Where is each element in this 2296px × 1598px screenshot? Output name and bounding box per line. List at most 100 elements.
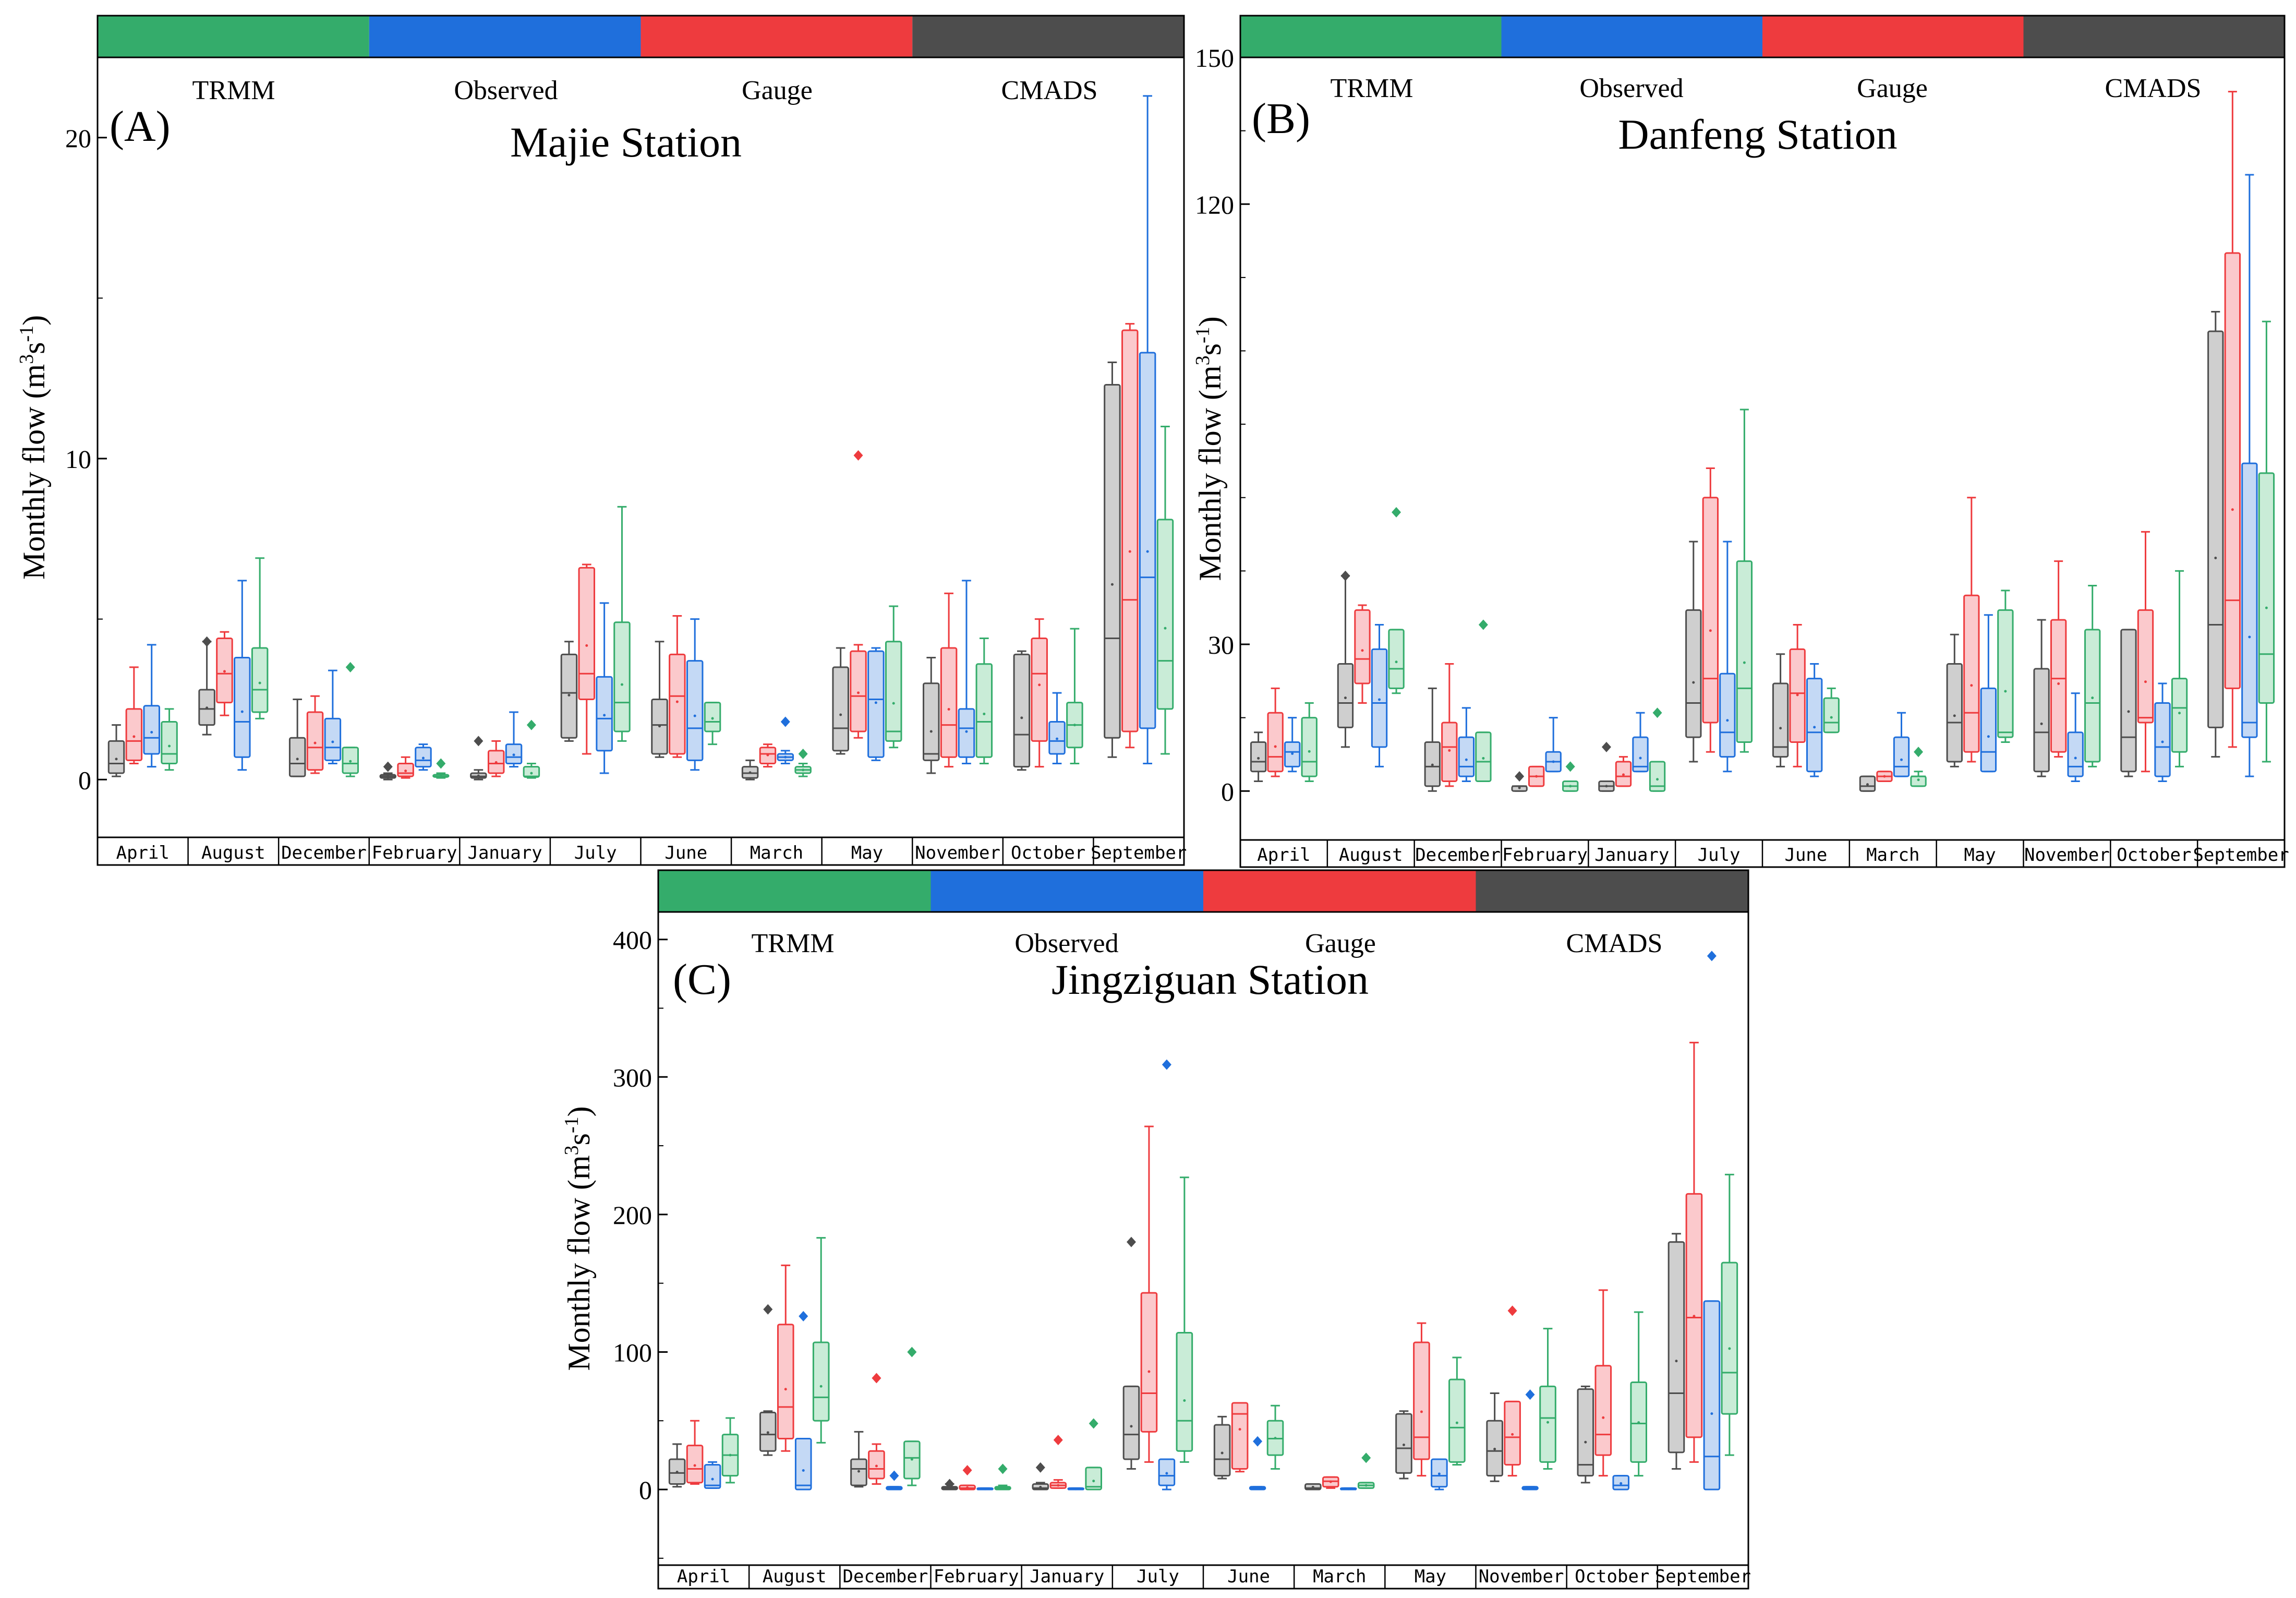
- box-january-observed: [505, 711, 523, 768]
- box-iqr: [669, 653, 686, 755]
- box-iqr: [850, 650, 867, 732]
- box-mean: [349, 760, 352, 763]
- box-mean: [477, 774, 480, 777]
- box-mean: [1552, 760, 1555, 763]
- box-iqr: [1702, 497, 1719, 724]
- box-november-trmm: [2084, 585, 2101, 767]
- legend-swatch-cmads: [1476, 870, 1748, 912]
- box-august-gauge: [216, 631, 233, 716]
- box-mean: [1535, 775, 1538, 778]
- legend-swatch-cmads: [912, 16, 1184, 57]
- y-tick-label: 20: [65, 124, 91, 153]
- box-june-observed: [1806, 663, 1823, 777]
- box-iqr: [1031, 638, 1048, 742]
- legend-swatch-observed: [369, 16, 641, 57]
- box-mean: [240, 710, 244, 713]
- panel-label: (A): [110, 102, 171, 151]
- box-mean: [874, 701, 877, 704]
- box-november-observed: [958, 580, 975, 764]
- box-iqr: [251, 647, 269, 713]
- box-december-cmads: [288, 698, 306, 777]
- box-mean: [2178, 712, 2181, 715]
- y-tick-label: 200: [613, 1200, 652, 1230]
- box-iqr: [1156, 519, 1174, 710]
- x-tick-label-february: February: [1502, 845, 1588, 866]
- box-mean: [1344, 696, 1347, 700]
- box-mean: [1743, 661, 1746, 664]
- box-mean: [2040, 722, 2043, 725]
- box-mean: [603, 714, 606, 717]
- box-february-cmads: [941, 1479, 958, 1491]
- box-june-cmads: [1213, 1415, 1231, 1480]
- box-december-cmads: [1424, 687, 1441, 792]
- y-axis-label-sup1: 3: [16, 354, 38, 364]
- box-december-observed: [1458, 707, 1475, 782]
- box-july-cmads: [560, 641, 578, 742]
- box-mean: [857, 1470, 860, 1473]
- box-mean: [1378, 698, 1381, 701]
- box-iqr: [1823, 697, 1840, 734]
- box-mean: [1710, 1412, 1713, 1415]
- box-iqr: [2120, 629, 2137, 773]
- box-march-observed: [1339, 1487, 1357, 1491]
- box-mean: [258, 681, 261, 684]
- box-july-gauge: [1140, 1125, 1158, 1463]
- box-april-cmads: [1250, 731, 1267, 782]
- box-mean: [2265, 606, 2268, 609]
- y-axis-label: Monthly flow (m3s-1): [561, 1106, 596, 1371]
- box-iqr: [686, 1445, 704, 1484]
- outlier-point: [907, 1347, 917, 1357]
- box-mean: [1639, 756, 1642, 760]
- box-mean: [2214, 557, 2217, 560]
- y-axis-label-sup1: 3: [561, 1145, 583, 1155]
- box-mean: [984, 1487, 987, 1491]
- box-mean: [839, 713, 842, 716]
- box-december-trmm: [342, 662, 359, 777]
- box-mean: [892, 1486, 896, 1489]
- box-mean: [748, 771, 752, 774]
- x-tick-label-november: November: [915, 843, 1000, 863]
- box-mean: [1130, 1425, 1133, 1428]
- box-iqr: [1980, 687, 1997, 773]
- box-january-cmads: [1598, 741, 1615, 792]
- box-april-trmm: [1301, 702, 1318, 782]
- x-tick-label-july: July: [1698, 845, 1741, 866]
- box-iqr: [1301, 717, 1318, 777]
- chart-title: Danfeng Station: [1618, 111, 1897, 158]
- box-mean: [1073, 724, 1076, 727]
- box-april-gauge: [686, 1420, 704, 1485]
- box-iqr: [2207, 330, 2224, 728]
- box-iqr: [794, 1438, 812, 1491]
- outlier-point: [1707, 951, 1717, 962]
- x-tick-label-december: December: [843, 1566, 928, 1587]
- box-iqr: [2033, 668, 2050, 773]
- box-mean: [1866, 783, 1869, 786]
- box-september-observed: [2241, 174, 2258, 777]
- x-tick-label-july: July: [574, 843, 617, 863]
- box-august-gauge: [1354, 604, 1371, 704]
- legend-label-observed: Observed: [1014, 929, 1118, 958]
- box-august-gauge: [777, 1264, 794, 1452]
- box-mean: [1056, 737, 1059, 740]
- y-tick-label: 100: [613, 1338, 652, 1367]
- outlier-point: [1565, 761, 1575, 772]
- box-mean: [1728, 1347, 1731, 1350]
- box-mean: [1347, 1487, 1350, 1491]
- box-october-trmm: [1066, 628, 1083, 764]
- box-iqr: [2137, 609, 2154, 724]
- box-iqr: [1475, 731, 1492, 782]
- x-tick-label-january: January: [1594, 845, 1669, 866]
- box-mean: [2127, 710, 2130, 713]
- box-mean: [1813, 726, 1816, 729]
- box-october-observed: [1048, 692, 1066, 764]
- box-march-gauge: [1322, 1476, 1339, 1489]
- box-august-trmm: [1388, 507, 1405, 694]
- box-mean: [1274, 1437, 1277, 1440]
- outlier-point: [872, 1373, 881, 1384]
- y-axis-label-end: ): [17, 315, 51, 326]
- legend-label-cmads: CMADS: [2105, 74, 2202, 103]
- box-may-cmads: [832, 647, 849, 755]
- y-axis-label-main: Monthly flow (m: [562, 1155, 596, 1371]
- box-iqr: [1140, 1292, 1158, 1433]
- box-february-observed: [415, 743, 432, 771]
